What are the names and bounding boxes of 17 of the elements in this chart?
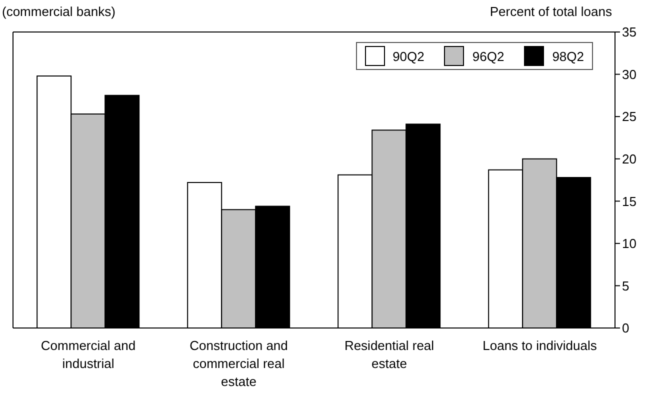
legend-label: 98Q2 <box>552 48 584 64</box>
legend-label: 90Q2 <box>392 48 424 64</box>
legend-label: 96Q2 <box>472 48 504 64</box>
x-tick-label: Loans to individuals <box>482 338 598 353</box>
x-tick-label: Residential real estate <box>344 338 434 371</box>
y-tick-label: 5 <box>622 278 630 294</box>
y-tick-label: 15 <box>622 194 636 209</box>
y-tick-label: 20 <box>622 151 636 166</box>
y-tick-label: 0 <box>622 320 630 336</box>
text: Percent of total loans <box>490 4 612 19</box>
y-tick-label: 10 <box>622 236 636 252</box>
x-tick-label: Construction and commercial real estate <box>190 338 288 389</box>
y-tick-label: 25 <box>622 109 636 124</box>
text: (commercial banks) <box>2 4 116 19</box>
y-tick-label: 30 <box>622 66 636 82</box>
y-tick-label: 35 <box>622 24 636 40</box>
x-tick-label: Commercial and industrial <box>40 338 136 371</box>
